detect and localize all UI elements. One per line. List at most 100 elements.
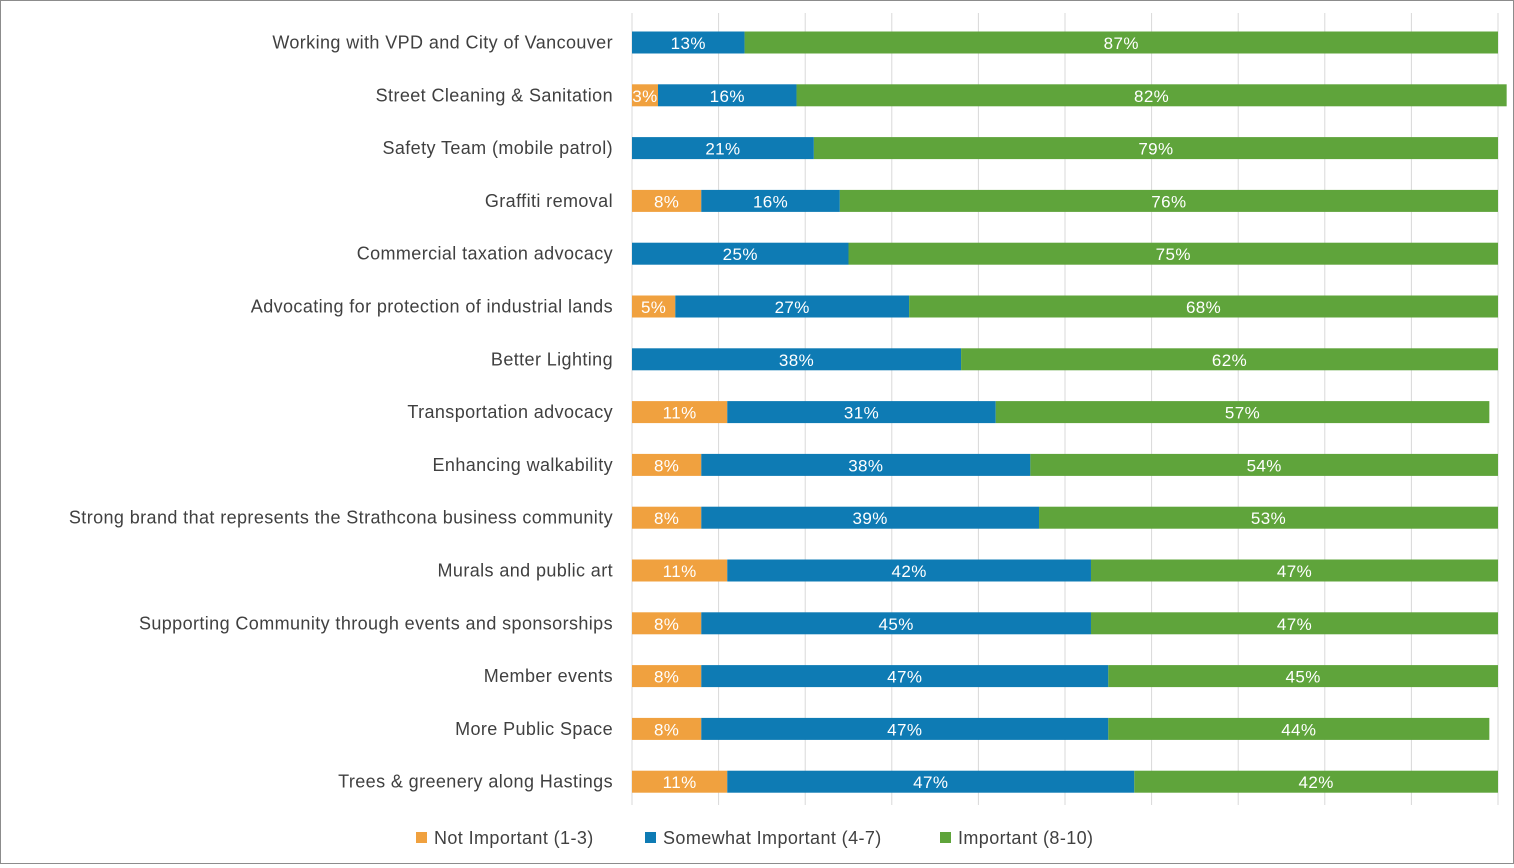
data-label: 16% <box>710 87 745 106</box>
legend-swatch <box>940 832 951 843</box>
category-labels: Working with VPD and City of Vancouver St… <box>69 33 613 792</box>
data-label: 8% <box>654 192 679 211</box>
category-label: Graffiti removal <box>485 191 613 211</box>
data-label: 44% <box>1281 720 1316 739</box>
data-label: 8% <box>654 668 679 687</box>
legend-label: Not Important (1-3) <box>434 828 594 848</box>
bar-segment <box>632 137 814 160</box>
legend-swatch <box>645 832 656 843</box>
bar-segment <box>1108 717 1490 740</box>
data-label: 57% <box>1225 404 1260 423</box>
bar-segment <box>701 717 1109 740</box>
bar-segment <box>632 31 745 54</box>
data-label: 8% <box>654 456 679 475</box>
data-label: 45% <box>879 615 914 634</box>
bar-segment <box>1090 559 1498 582</box>
data-label: 38% <box>848 456 883 475</box>
category-label: Commercial taxation advocacy <box>357 244 613 264</box>
bar-segment <box>1030 453 1498 476</box>
data-label: 8% <box>654 720 679 739</box>
data-label: 47% <box>1277 615 1312 634</box>
legend-swatch <box>416 832 427 843</box>
data-label: 5% <box>641 298 666 317</box>
category-label: Street Cleaning & Sanitation <box>376 85 613 105</box>
bar-segment <box>961 348 1498 371</box>
bar-segment <box>657 84 797 107</box>
bar-segment <box>727 770 1135 793</box>
bar-segment <box>632 453 702 476</box>
bar-segment <box>1108 665 1498 688</box>
data-label: 54% <box>1247 456 1282 475</box>
data-label: 31% <box>844 404 879 423</box>
data-label: 76% <box>1151 192 1186 211</box>
bar-segment <box>632 84 658 107</box>
category-label: Murals and public art <box>438 561 613 581</box>
bar-segment <box>701 506 1040 529</box>
bar-segment <box>839 189 1498 212</box>
data-label: 11% <box>663 404 697 423</box>
bar-segment <box>701 453 1031 476</box>
bar-segment <box>727 401 996 424</box>
bar-segment <box>848 242 1498 265</box>
bar-segment <box>632 665 702 688</box>
category-label: Advocating for protection of industrial … <box>251 297 613 317</box>
data-label: 8% <box>654 615 679 634</box>
legend-label: Important (8-10) <box>958 828 1093 848</box>
data-label: 45% <box>1286 668 1321 687</box>
legend: Not Important (1-3) Somewhat Important (4… <box>416 828 1093 848</box>
category-label: Supporting Community through events and … <box>139 613 613 633</box>
data-label: 39% <box>853 509 888 528</box>
bar-segment <box>632 242 849 265</box>
data-label: 25% <box>723 245 758 264</box>
category-label: Trees & greenery along Hastings <box>338 772 613 792</box>
bar-segment <box>813 137 1498 160</box>
data-label: 11% <box>663 562 697 581</box>
bars: 13% 87% 3% 16% 82% 21% 79% 8% 16% 76% 25% 75% 5% 27% 6… <box>632 31 1507 793</box>
bar-segment <box>632 348 962 371</box>
category-label: More Public Space <box>455 719 613 739</box>
bar-segment <box>632 506 702 529</box>
bar-segment <box>1090 612 1498 635</box>
bar-segment <box>632 401 728 424</box>
legend-label: Somewhat Important (4-7) <box>663 828 882 848</box>
bar-segment <box>744 31 1498 54</box>
data-label: 79% <box>1138 140 1173 159</box>
bar-segment <box>701 189 840 212</box>
data-label: 16% <box>753 192 788 211</box>
category-label: Working with VPD and City of Vancouver <box>272 33 613 53</box>
bar-segment <box>632 189 702 212</box>
data-label: 47% <box>887 720 922 739</box>
bar-segment <box>1134 770 1498 793</box>
data-label: 68% <box>1186 298 1221 317</box>
bar-segment <box>675 295 910 318</box>
bar-segment <box>1039 506 1498 529</box>
bar-segment <box>632 295 676 318</box>
data-label: 42% <box>1299 773 1334 792</box>
bar-segment <box>632 770 728 793</box>
bar-segment <box>632 559 728 582</box>
bar-segment <box>796 84 1507 107</box>
bar-segment <box>701 665 1109 688</box>
bar-segment <box>909 295 1498 318</box>
data-label: 8% <box>654 509 679 528</box>
category-label: Safety Team (mobile patrol) <box>382 138 613 158</box>
category-label: Strong brand that represents the Strathc… <box>69 508 613 528</box>
data-label: 87% <box>1104 34 1139 53</box>
data-label: 53% <box>1251 509 1286 528</box>
bar-segment <box>632 717 702 740</box>
data-label: 82% <box>1134 87 1169 106</box>
category-label: Enhancing walkability <box>433 455 614 475</box>
bar-segment <box>995 401 1490 424</box>
data-label: 38% <box>779 351 814 370</box>
data-label: 47% <box>887 668 922 687</box>
category-label: Better Lighting <box>491 349 613 369</box>
category-label: Transportation advocacy <box>407 402 613 422</box>
data-label: 3% <box>632 87 657 106</box>
data-label: 62% <box>1212 351 1247 370</box>
data-label: 75% <box>1156 245 1191 264</box>
category-label: Member events <box>484 666 613 686</box>
bar-segment <box>701 612 1091 635</box>
bar-segment <box>632 612 702 635</box>
